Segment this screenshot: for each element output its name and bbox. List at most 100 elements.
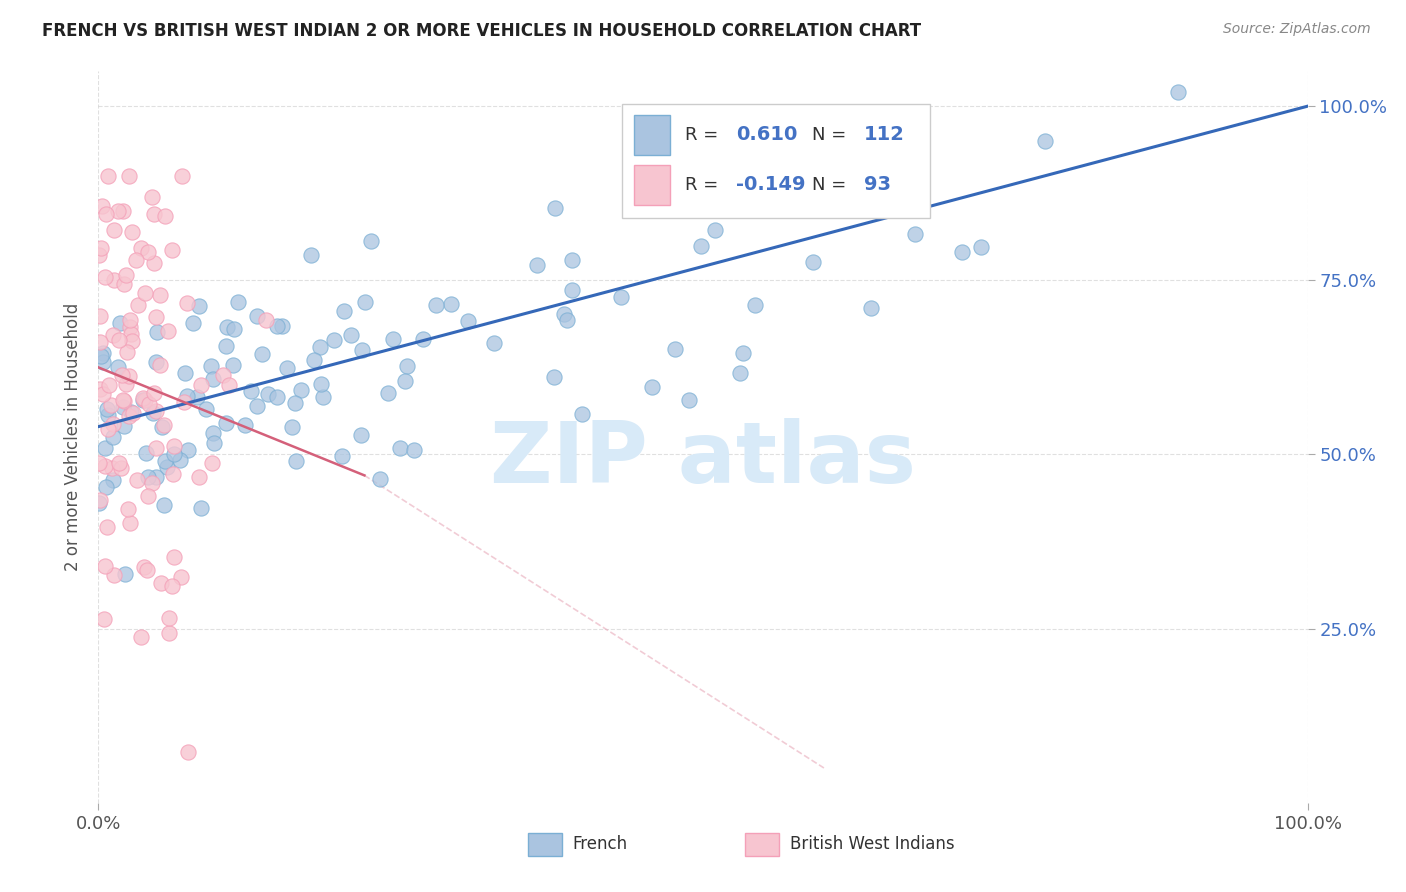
Point [640, 380, 662, 394]
Point [333, 303, 356, 318]
Point [141, 190, 163, 204]
Point [101, 417, 124, 431]
Text: ZIP atlas: ZIP atlas [491, 417, 915, 500]
Point [690, 239, 713, 253]
Point [202, 435, 225, 450]
Point [744, 297, 766, 311]
Point [89, 382, 111, 396]
Point [169, 453, 191, 467]
Point [186, 390, 208, 404]
Point [340, 328, 363, 343]
Point [135, 446, 157, 460]
Point [215, 319, 238, 334]
Point [904, 227, 927, 241]
Point [96, 520, 118, 534]
Point [89, 334, 111, 349]
Point [90, 241, 112, 255]
Point [457, 314, 479, 328]
Point [108, 333, 131, 347]
Point [108, 316, 131, 330]
Point [299, 248, 322, 262]
Point [90, 199, 112, 213]
Point [803, 255, 825, 269]
Point [330, 449, 353, 463]
Point [124, 252, 146, 267]
Point [87, 457, 110, 471]
Point [561, 252, 583, 267]
Point [97, 422, 120, 436]
Point [174, 366, 197, 380]
Point [91, 355, 114, 369]
Point [136, 563, 159, 577]
Point [94, 480, 117, 494]
Point [153, 418, 176, 433]
Point [150, 420, 173, 434]
Point [107, 203, 129, 218]
Point [103, 474, 125, 488]
Point [176, 295, 198, 310]
Point [112, 418, 135, 433]
Point [200, 359, 222, 374]
Point [143, 385, 166, 400]
Point [118, 169, 141, 183]
Point [172, 169, 194, 183]
Text: 112: 112 [863, 126, 904, 145]
Text: 0.610: 0.610 [735, 126, 797, 145]
Point [250, 347, 273, 361]
Point [112, 401, 135, 415]
Text: R =: R = [685, 176, 724, 194]
Point [157, 626, 180, 640]
Point [404, 443, 426, 458]
FancyBboxPatch shape [745, 833, 779, 856]
Point [97, 409, 120, 423]
Point [1033, 134, 1056, 148]
FancyBboxPatch shape [634, 115, 671, 155]
Point [889, 202, 911, 216]
Point [89, 248, 111, 262]
Point [100, 398, 122, 412]
Point [382, 332, 405, 346]
FancyBboxPatch shape [621, 104, 931, 218]
Point [162, 447, 184, 461]
Point [108, 456, 131, 470]
Point [120, 405, 142, 419]
Point [132, 393, 155, 408]
Point [120, 320, 142, 334]
Point [136, 245, 159, 260]
Text: -0.149: -0.149 [735, 175, 806, 194]
Point [284, 454, 307, 468]
Point [134, 393, 156, 408]
Point [112, 394, 135, 409]
Point [162, 243, 184, 257]
Point [859, 188, 882, 202]
Point [162, 467, 184, 481]
FancyBboxPatch shape [527, 833, 561, 856]
Point [176, 442, 198, 457]
Point [114, 567, 136, 582]
Point [412, 332, 434, 346]
Point [215, 338, 238, 352]
Point [215, 416, 238, 430]
Point [122, 407, 145, 421]
FancyBboxPatch shape [634, 165, 671, 205]
Point [115, 377, 138, 392]
Point [280, 419, 302, 434]
Point [121, 334, 143, 348]
Point [145, 310, 167, 324]
Point [136, 470, 159, 484]
Point [145, 470, 167, 484]
Point [118, 312, 141, 326]
Text: British West Indians: British West Indians [790, 836, 955, 854]
Point [368, 472, 391, 486]
Point [143, 207, 166, 221]
Point [350, 343, 373, 357]
Point [526, 259, 548, 273]
Point [157, 611, 180, 625]
Point [149, 287, 172, 301]
Point [228, 295, 250, 310]
Point [89, 496, 111, 510]
Point [145, 355, 167, 369]
Point [200, 457, 222, 471]
Point [153, 210, 176, 224]
Point [94, 207, 117, 221]
